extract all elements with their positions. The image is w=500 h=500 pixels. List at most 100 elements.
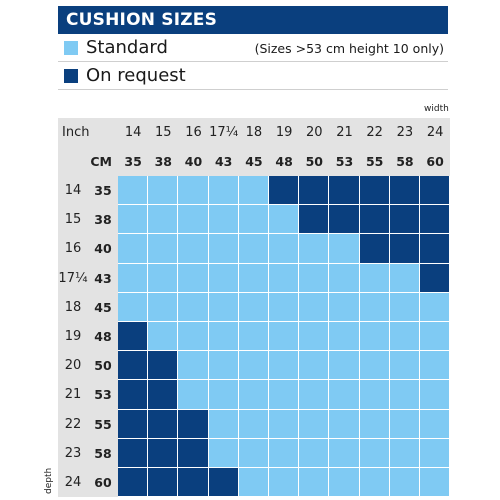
standard-cell xyxy=(238,380,269,410)
standard-cell xyxy=(238,351,269,381)
standard-cell xyxy=(329,263,360,293)
depth-cm-label: 35 xyxy=(88,176,118,206)
on-request-cell xyxy=(148,409,179,439)
standard-cell xyxy=(299,234,330,264)
on-request-cell xyxy=(118,380,149,410)
standard-cell xyxy=(420,438,451,468)
standard-cell xyxy=(299,351,330,381)
standard-cell xyxy=(329,234,360,264)
standard-cell xyxy=(208,322,239,352)
depth-cm-label: 38 xyxy=(88,205,118,235)
legend-standard-label: Standard xyxy=(86,37,168,58)
standard-cell xyxy=(359,468,390,498)
on-request-cell xyxy=(299,205,330,235)
width-cm-label: 45 xyxy=(238,147,269,176)
on-request-cell xyxy=(208,468,239,498)
depth-cm-label: 50 xyxy=(88,351,118,381)
depth-inch-label: 22 xyxy=(58,409,88,439)
standard-cell xyxy=(269,234,300,264)
width-cm-label: 53 xyxy=(329,147,360,176)
on-request-cell xyxy=(420,234,451,264)
width-cm-label: 38 xyxy=(148,147,179,176)
standard-cell xyxy=(299,438,330,468)
on-request-cell xyxy=(118,468,149,498)
depth-inch-label: 14 xyxy=(58,176,88,206)
width-cm-label: 35 xyxy=(118,147,149,176)
standard-cell xyxy=(178,322,209,352)
depth-cm-label: 58 xyxy=(88,438,118,468)
on-request-cell xyxy=(178,468,209,498)
depth-inch-label: 21 xyxy=(58,380,88,410)
on-request-cell xyxy=(329,205,360,235)
standard-cell xyxy=(389,263,420,293)
standard-cell xyxy=(238,322,269,352)
standard-cell xyxy=(420,468,451,498)
cm-header: CM xyxy=(58,147,118,176)
standard-cell xyxy=(329,351,360,381)
standard-cell xyxy=(208,292,239,322)
depth-cm-label: 43 xyxy=(88,263,118,293)
standard-cell xyxy=(208,205,239,235)
on-request-cell xyxy=(118,409,149,439)
on-request-cell xyxy=(389,205,420,235)
legend-standard: Standard (Sizes >53 cm height 10 only) xyxy=(58,36,448,62)
on-request-cell xyxy=(178,438,209,468)
standard-cell xyxy=(420,292,451,322)
on-request-cell xyxy=(118,438,149,468)
width-cm-label: 55 xyxy=(359,147,390,176)
standard-cell xyxy=(148,234,179,264)
standard-cell xyxy=(148,322,179,352)
width-inch-label: 23 xyxy=(389,118,420,147)
standard-cell xyxy=(269,438,300,468)
standard-cell xyxy=(238,292,269,322)
standard-cell xyxy=(420,409,451,439)
standard-cell xyxy=(148,292,179,322)
depth-inch-label: 17¼ xyxy=(58,263,88,293)
standard-cell xyxy=(389,380,420,410)
width-inch-label: 15 xyxy=(148,118,179,147)
standard-cell xyxy=(389,322,420,352)
legend-on-request: On request xyxy=(58,64,448,90)
standard-cell xyxy=(299,292,330,322)
standard-cell xyxy=(208,351,239,381)
on-request-cell xyxy=(389,176,420,206)
standard-cell xyxy=(238,438,269,468)
on-request-cell xyxy=(329,176,360,206)
standard-cell xyxy=(238,263,269,293)
depth-cm-label: 53 xyxy=(88,380,118,410)
depth-cm-label: 45 xyxy=(88,292,118,322)
width-cm-label: 50 xyxy=(299,147,330,176)
width-inch-label: 24 xyxy=(420,118,451,147)
standard-cell xyxy=(148,176,179,206)
standard-cell xyxy=(329,380,360,410)
standard-cell xyxy=(389,468,420,498)
depth-cm-label: 55 xyxy=(88,409,118,439)
standard-cell xyxy=(178,263,209,293)
standard-cell xyxy=(359,292,390,322)
width-inch-label: 20 xyxy=(299,118,330,147)
standard-cell xyxy=(118,292,149,322)
standard-cell xyxy=(299,322,330,352)
standard-cell xyxy=(238,468,269,498)
depth-axis-label: depth xyxy=(44,467,54,494)
standard-cell xyxy=(359,380,390,410)
depth-inch-label: 24 xyxy=(58,468,88,498)
standard-cell xyxy=(299,263,330,293)
legend-on-request-label: On request xyxy=(86,65,186,86)
standard-cell xyxy=(118,234,149,264)
standard-cell xyxy=(329,409,360,439)
standard-cell xyxy=(269,351,300,381)
standard-cell xyxy=(269,409,300,439)
standard-cell xyxy=(178,234,209,264)
standard-cell xyxy=(118,263,149,293)
on-request-cell xyxy=(148,438,179,468)
width-cm-label: 43 xyxy=(208,147,239,176)
on-request-cell xyxy=(118,322,149,352)
standard-cell xyxy=(420,322,451,352)
standard-cell xyxy=(420,380,451,410)
standard-cell xyxy=(299,409,330,439)
width-inch-label: 16 xyxy=(178,118,209,147)
standard-cell xyxy=(238,176,269,206)
depth-inch-label: 16 xyxy=(58,234,88,264)
standard-cell xyxy=(208,380,239,410)
